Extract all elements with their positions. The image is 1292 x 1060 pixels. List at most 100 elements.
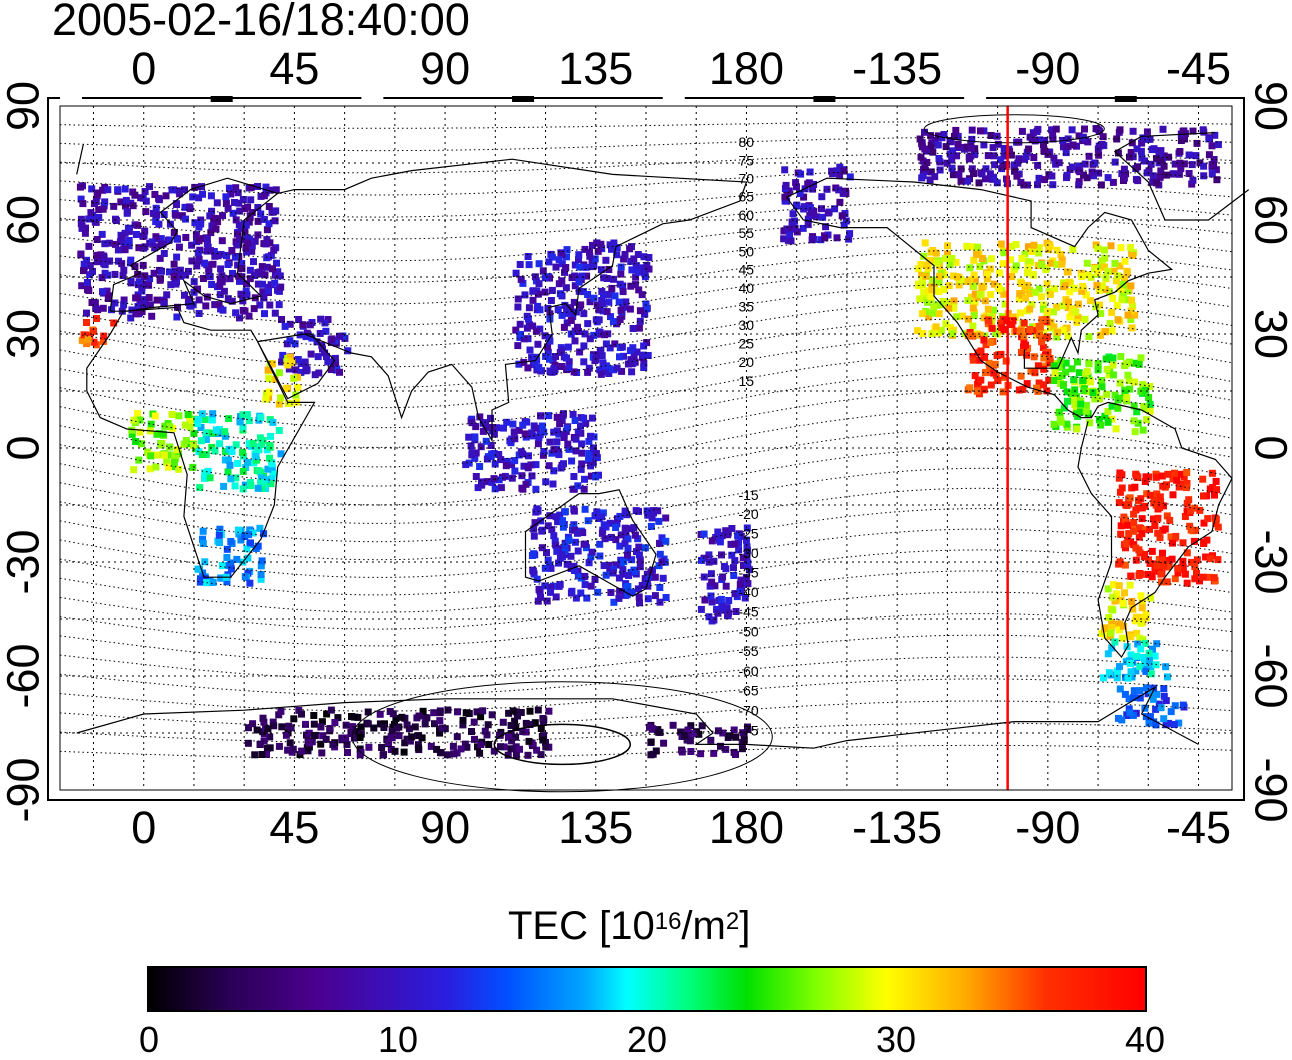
tec-cell (616, 353, 623, 360)
tec-cell (602, 257, 609, 264)
tec-cell (526, 738, 533, 745)
tec-cell (476, 463, 483, 470)
tec-cell (323, 736, 330, 743)
colorbar-tick-label: 10 (378, 1022, 418, 1058)
tec-cell (718, 596, 725, 603)
tec-cell (227, 275, 234, 282)
tec-cell (175, 412, 182, 419)
tec-cell (141, 228, 148, 235)
tec-cell (315, 370, 322, 377)
tec-cell (990, 144, 997, 151)
tec-cell (988, 255, 995, 262)
tec-cell (588, 583, 595, 590)
tec-cell (1086, 153, 1093, 160)
tec-cell (83, 310, 90, 317)
tec-cell (1076, 369, 1083, 376)
tec-cell (1157, 147, 1164, 154)
tec-cell (1036, 331, 1043, 338)
tec-cell (294, 384, 301, 391)
tec-cell (232, 309, 239, 316)
tec-cell (1137, 495, 1144, 502)
tec-cell (969, 127, 976, 134)
tec-cell (1074, 359, 1081, 366)
tec-cell (1031, 369, 1038, 376)
tec-cell (580, 358, 587, 365)
tec-cell (284, 747, 291, 754)
tec-cell (556, 583, 563, 590)
tec-cell (163, 192, 170, 199)
tec-cell (836, 199, 843, 206)
tec-cell (99, 288, 106, 295)
tec-cell (527, 708, 534, 715)
tec-cell (550, 532, 557, 539)
tec-cell (469, 449, 476, 456)
tec-cell (245, 740, 252, 747)
contour-label: -70 (738, 702, 758, 718)
tec-cell (142, 188, 149, 195)
tec-cell (587, 335, 594, 342)
tec-cell (991, 161, 998, 168)
tec-cell (556, 420, 563, 427)
tec-cell (1118, 471, 1125, 478)
tec-cell (1109, 295, 1116, 302)
tec-cell (608, 534, 615, 541)
tec-cell (936, 310, 943, 317)
tec-cell (79, 223, 86, 230)
tec-cell (227, 462, 234, 469)
tec-cell (615, 595, 622, 602)
tec-cell (522, 431, 529, 438)
tec-cell (485, 741, 492, 748)
tec-cell (195, 250, 202, 257)
tec-cell (985, 152, 992, 159)
tec-cell (647, 751, 654, 758)
tec-cell (128, 427, 135, 434)
contour-label: -30 (738, 545, 758, 561)
tec-cell (106, 258, 113, 265)
tec-cell (657, 551, 664, 558)
tec-cell (1124, 522, 1131, 529)
tec-cell (450, 743, 457, 750)
tec-cell (639, 291, 646, 298)
tec-cell (559, 517, 566, 524)
tec-cell (929, 310, 936, 317)
tec-cell (266, 442, 273, 449)
tec-cell (1100, 133, 1107, 140)
tec-cell (271, 280, 278, 287)
tec-cell (529, 472, 536, 479)
tec-cell (596, 553, 603, 560)
tec-cell (681, 733, 688, 740)
tec-cell (1137, 571, 1144, 578)
tec-cell (244, 459, 251, 466)
tec-cell (93, 252, 100, 259)
tec-cell (581, 486, 588, 493)
tec-cell (1109, 355, 1116, 362)
tec-cell (508, 722, 515, 729)
tec-cell (936, 273, 943, 280)
tec-cell (235, 189, 242, 196)
tec-cell (818, 205, 825, 212)
tec-cell (649, 725, 656, 732)
tec-cell (1180, 702, 1187, 709)
tec-cell (240, 468, 247, 475)
tec-cell (698, 606, 705, 613)
tec-cell (1153, 474, 1160, 481)
tec-cell (1121, 166, 1128, 173)
tec-cell (565, 310, 572, 317)
tec-cell (1127, 282, 1134, 289)
tec-cell (1072, 308, 1079, 315)
tec-cell (1147, 401, 1154, 408)
tec-cell (1124, 372, 1131, 379)
tec-cell (533, 328, 540, 335)
tec-cell (929, 149, 936, 156)
tec-cell (200, 275, 207, 282)
tec-cell (246, 313, 253, 320)
tec-cell (530, 526, 537, 533)
tec-cell (262, 396, 269, 403)
tec-cell (225, 468, 232, 475)
tec-cell (1140, 427, 1147, 434)
tec-cell (83, 319, 90, 326)
tec-cell (543, 549, 550, 556)
tec-cell (261, 310, 268, 317)
tec-cell (1132, 428, 1139, 435)
tec-cell (1169, 540, 1176, 547)
